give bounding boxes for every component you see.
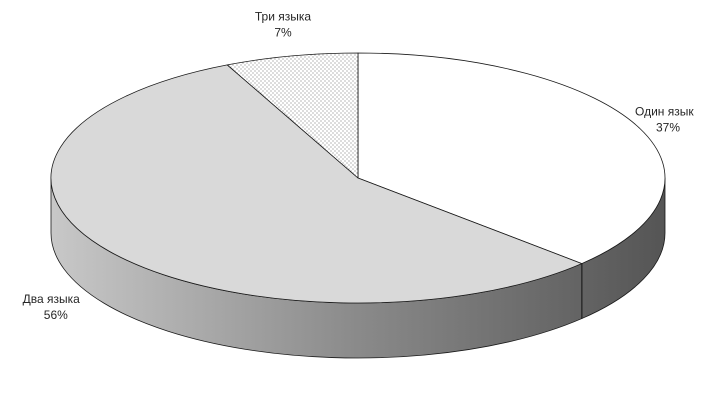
value-label: 37% — [656, 120, 680, 134]
pie-top-slices — [50, 52, 666, 304]
pie-slice-1[interactable] — [357, 52, 666, 264]
pie-label-3: Три языка 7% — [255, 9, 312, 39]
pie-label-1: Один язык 37% — [635, 104, 694, 134]
pie-slice-2[interactable] — [50, 64, 583, 304]
pie-label-2: Два языка 56% — [23, 292, 81, 322]
pie-labels: Один язык 37% Два языка 56% Три языка 7% — [23, 9, 695, 321]
value-label: 7% — [274, 25, 292, 39]
category-label: Два языка — [23, 292, 81, 306]
pie-slice-3[interactable] — [226, 52, 359, 179]
category-label: Один язык — [635, 104, 694, 118]
value-label: 56% — [44, 308, 68, 322]
category-label: Три языка — [255, 9, 312, 23]
